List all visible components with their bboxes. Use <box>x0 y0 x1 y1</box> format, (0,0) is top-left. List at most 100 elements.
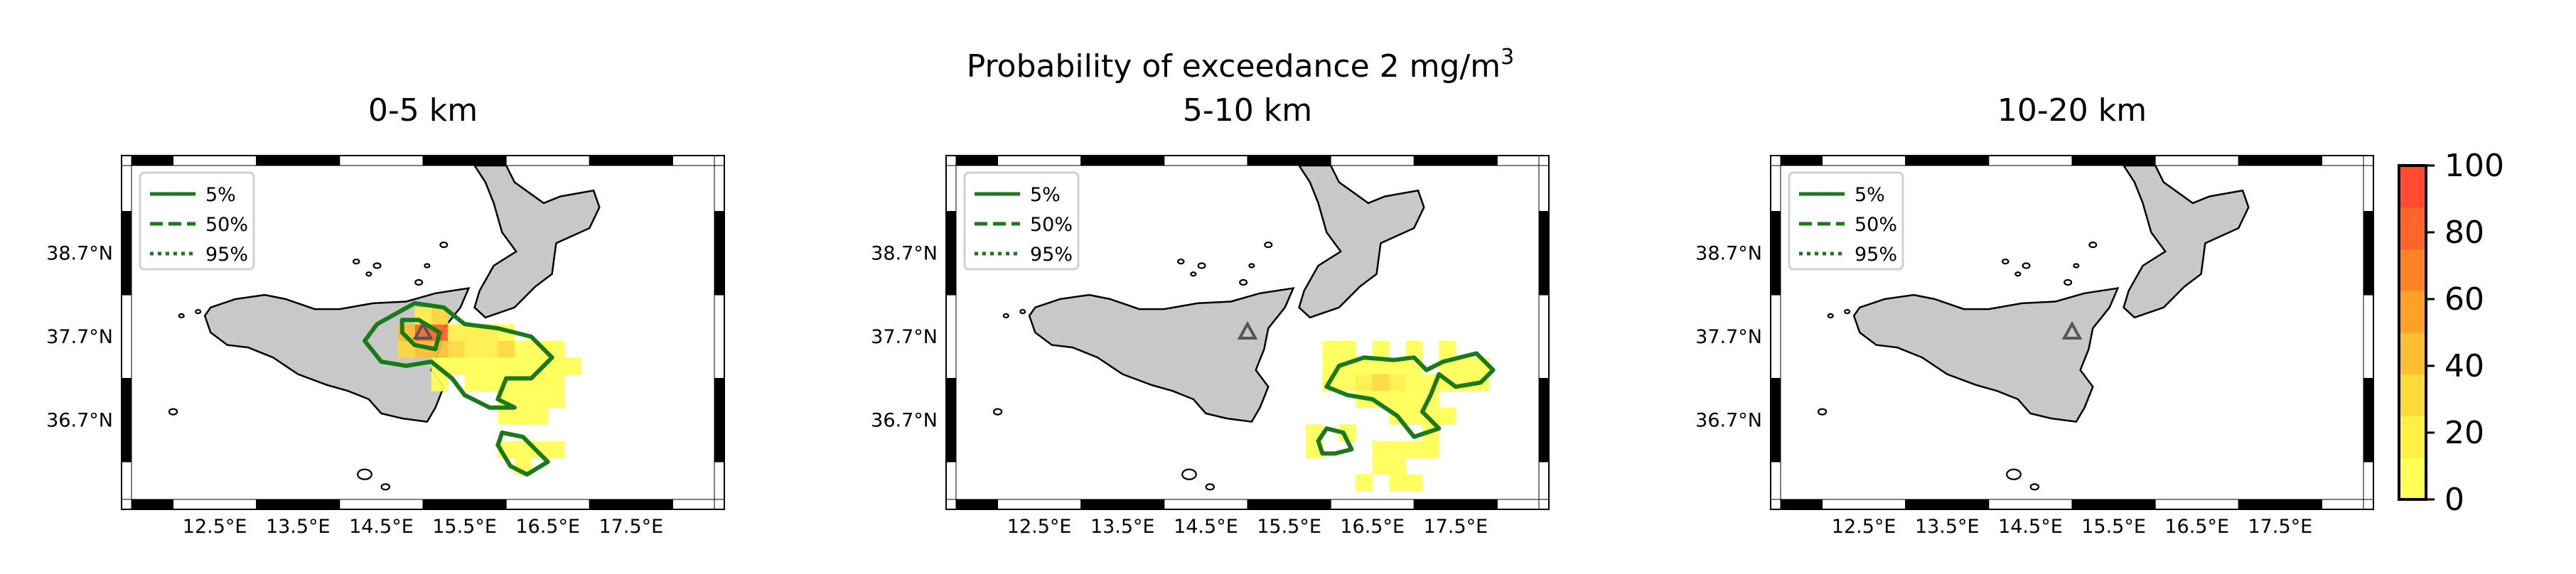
frame-segment <box>955 499 999 510</box>
frame-segment <box>256 155 340 166</box>
calabria-land <box>1298 166 1425 319</box>
map-area <box>132 166 714 499</box>
frame-segment <box>131 155 174 166</box>
heatmap-cell <box>1405 391 1423 408</box>
heatmap-cell <box>531 407 549 425</box>
x-tick-label: 12.5°E <box>183 516 247 538</box>
frame-segment <box>2238 155 2322 166</box>
frame-segment <box>2363 294 2374 379</box>
frame-segment <box>1538 294 1550 379</box>
frame-segment <box>945 211 957 296</box>
colorbar-segment <box>2399 207 2426 249</box>
heatmap-cell <box>564 357 582 375</box>
frame-border <box>121 155 725 510</box>
heatmap-cell <box>1389 374 1407 391</box>
heatmap-cell <box>464 374 482 391</box>
frame-segment <box>1164 155 1248 166</box>
frame-segment <box>1247 499 1331 510</box>
heatmap-cell <box>1356 474 1373 492</box>
y-tick-label: 38.7°N <box>871 242 938 264</box>
heatmap-cell <box>1338 374 1356 391</box>
island <box>1817 408 1828 416</box>
frame-segment <box>1770 378 1781 462</box>
legend-label: 50% <box>205 214 248 236</box>
heatmap-cell <box>464 357 482 375</box>
x-tick-label: 15.5°E <box>2081 516 2146 538</box>
frame-segment <box>714 211 725 296</box>
frame-segment <box>121 294 132 379</box>
heatmap-cell <box>431 374 449 391</box>
frame-segment <box>955 155 999 166</box>
frame-segment <box>1496 155 1540 166</box>
frame-segment <box>131 499 174 510</box>
frame-segment <box>945 294 957 379</box>
contour-5pct <box>1324 351 1496 439</box>
heatmap-cell <box>514 340 532 358</box>
colorbar-segment <box>2399 166 2426 208</box>
island <box>2006 468 2022 480</box>
frame-segment <box>2154 155 2239 166</box>
frame-segment <box>1770 461 1781 500</box>
frame-segment <box>505 499 590 510</box>
frame-segment <box>1822 499 1906 510</box>
panel-title: 5-10 km <box>1183 92 1312 129</box>
heatmap-cell <box>1405 374 1423 391</box>
heatmap-cell <box>531 391 549 408</box>
heatmap-cell <box>1338 340 1356 358</box>
figure-suptitle: Probability of exceedance 2 mg/m3 <box>967 45 1514 85</box>
island <box>2029 483 2039 491</box>
heatmap-cell <box>547 374 565 391</box>
legend-label: 95% <box>1030 244 1073 266</box>
frame-segment <box>173 155 257 166</box>
frame-segment <box>2071 155 2156 166</box>
legend-label: 5% <box>1855 184 1885 206</box>
colorbar-segment <box>2399 291 2426 333</box>
frame-segment <box>714 294 725 379</box>
frame-segment <box>1080 155 1165 166</box>
island <box>1239 278 1248 286</box>
frame-segment <box>1988 499 2073 510</box>
x-tick-label: 13.5°E <box>1090 516 1155 538</box>
frame-segment <box>714 378 725 462</box>
volcano-marker <box>1237 320 1258 340</box>
legend-label: 5% <box>1030 184 1061 206</box>
frame-segment <box>1770 294 1781 379</box>
heatmap-cell <box>1372 440 1390 458</box>
frame-segment <box>1988 155 2073 166</box>
heatmap-cell <box>481 357 499 375</box>
frame-segment <box>2363 378 2374 462</box>
frame-segment <box>1905 155 1990 166</box>
legend: 5% 50% 95% <box>139 171 255 271</box>
panel-title: 10-20 km <box>1997 92 2147 129</box>
legend-label: 95% <box>205 244 248 266</box>
frame-segment <box>173 499 257 510</box>
island <box>195 309 202 315</box>
heatmap-cell <box>448 357 466 375</box>
heatmap-cell <box>547 391 565 408</box>
y-tick-label: 37.7°N <box>871 326 938 348</box>
frame-border <box>945 155 1550 510</box>
heatmap-cell <box>1389 391 1407 408</box>
y-tick-label: 38.7°N <box>1695 242 1762 264</box>
contour-5pct <box>399 318 442 352</box>
frame-segment <box>672 155 715 166</box>
island <box>1190 271 1197 277</box>
legend-box <box>139 171 255 271</box>
x-tick-label: 17.5°E <box>599 516 664 538</box>
heatmap-cell <box>1389 457 1407 475</box>
island <box>357 468 372 480</box>
colorbar: 0 20 40 60 80 100 <box>2398 148 2504 518</box>
frame-segment <box>1413 499 1498 510</box>
island <box>380 483 390 491</box>
heatmap-cell <box>498 357 515 375</box>
y-tick-label: 36.7°N <box>46 409 113 431</box>
frame-segment <box>672 499 715 510</box>
heatmap-cell <box>514 357 532 375</box>
frame-segment <box>1770 211 1781 296</box>
map-panel-1: 0-5 km 12.5°E 13.5°E 14.5°E 15.5°E 16.5°E 17.5… <box>46 92 725 538</box>
island <box>414 278 424 286</box>
x-tick-label: 16.5°E <box>1340 516 1405 538</box>
colorbar-segment <box>2399 374 2426 416</box>
frame-segment <box>997 155 1082 166</box>
